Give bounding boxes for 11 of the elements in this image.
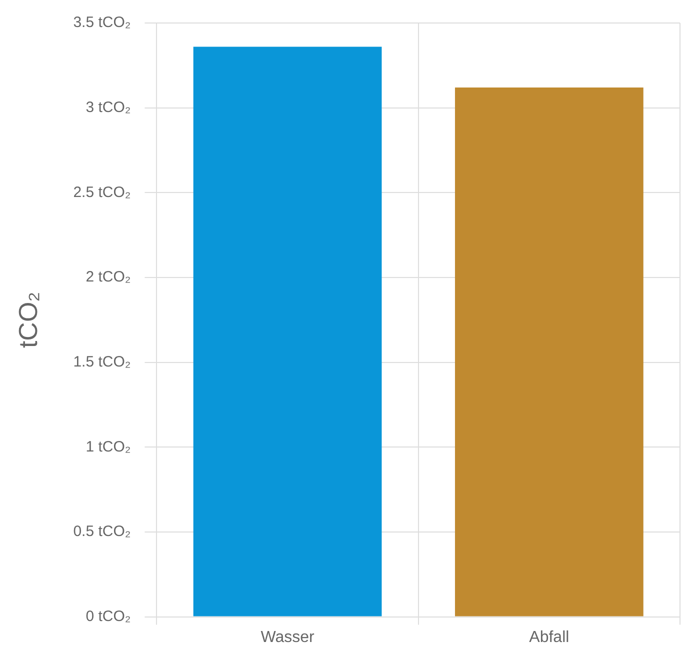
- y-tick-label: 3.5 tCO₂: [73, 14, 131, 32]
- y-tick-label: 1 tCO₂: [86, 438, 131, 456]
- y-tick-label: 1.5 tCO₂: [73, 353, 131, 370]
- y-tick-label: 2 tCO₂: [86, 268, 131, 286]
- y-tick-label: 3 tCO₂: [86, 98, 131, 116]
- y-tick-label: 0.5 tCO₂: [73, 523, 131, 540]
- y-tick-label: 0 tCO₂: [86, 608, 131, 625]
- x-tick-label: Abfall: [529, 628, 570, 646]
- x-tick-label: Wasser: [260, 628, 316, 646]
- y-tick-label: 2.5 tCO₂: [73, 184, 131, 201]
- y-axis-title: tCO₂: [12, 292, 43, 348]
